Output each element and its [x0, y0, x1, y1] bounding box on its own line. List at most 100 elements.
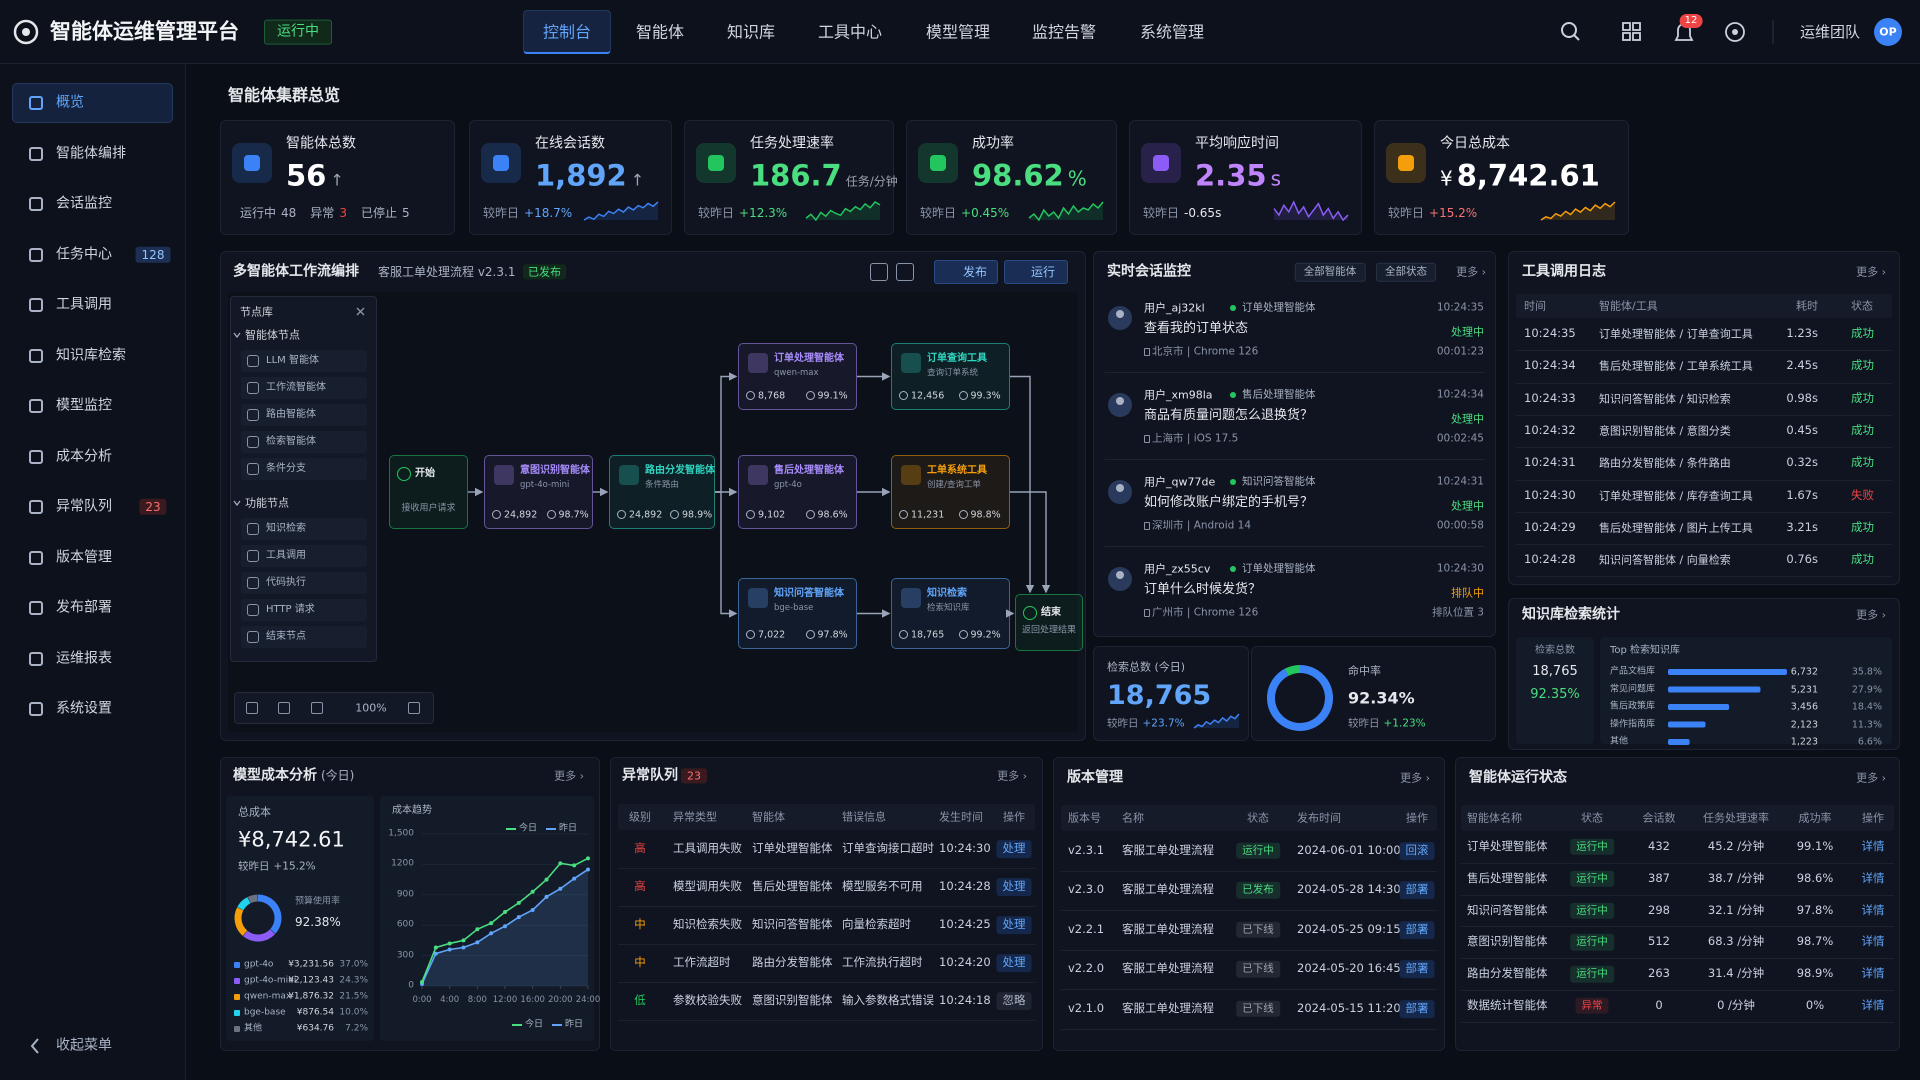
more-link[interactable]: 更多 ›	[1456, 265, 1486, 279]
workflow-node[interactable]	[891, 455, 1010, 529]
sidebar-item[interactable]: 会话监控	[56, 195, 112, 212]
sidebar-item[interactable]: 概览	[56, 94, 84, 111]
nav-item[interactable]: 工具中心	[817, 22, 883, 42]
nav-item[interactable]: 智能体	[635, 22, 685, 42]
sidebar-item[interactable]: 工具调用	[56, 296, 112, 313]
sidebar-item[interactable]: 知识库检索	[56, 347, 126, 364]
sidebar-item[interactable]: 版本管理	[56, 549, 112, 566]
workflow-node[interactable]	[738, 578, 857, 649]
node-icon	[748, 588, 768, 608]
node-subtitle: gpt-4o	[774, 479, 802, 490]
workflow-node[interactable]	[738, 455, 857, 529]
column-header: 状态	[1581, 811, 1603, 825]
nav-item[interactable]: 模型管理	[925, 22, 991, 42]
action-button[interactable]: 处理	[996, 916, 1032, 934]
workflow-node[interactable]	[738, 343, 857, 410]
sidebar-item[interactable]: 发布部署	[56, 599, 112, 616]
action-button[interactable]: 部署	[1399, 960, 1435, 979]
library-item[interactable]	[241, 404, 367, 426]
library-item[interactable]	[241, 377, 367, 399]
sidebar-item[interactable]: 系统设置	[56, 700, 112, 717]
workflow-node[interactable]	[389, 455, 468, 529]
sidebar-item[interactable]: 任务中心	[56, 246, 112, 263]
node-rate: 99.1%	[817, 390, 848, 402]
nav-item[interactable]: 知识库	[726, 22, 776, 42]
action-button[interactable]: 处理	[996, 878, 1032, 896]
action-button[interactable]: 部署	[1399, 881, 1435, 900]
table-cell: 2024-05-25 09:15	[1297, 921, 1401, 936]
workflow-node[interactable]	[891, 343, 1010, 410]
detail-link[interactable]: 详情	[1861, 838, 1885, 853]
library-item[interactable]	[241, 626, 367, 648]
tool-button[interactable]	[870, 263, 888, 281]
library-item[interactable]	[241, 599, 367, 621]
collapse-menu[interactable]: 收起菜单	[56, 1037, 112, 1054]
node-subtitle: qwen-max	[774, 367, 819, 378]
library-item[interactable]	[241, 458, 367, 480]
nav-active[interactable]	[523, 10, 611, 54]
library-item[interactable]	[241, 350, 367, 372]
node-icon	[901, 588, 921, 608]
run-button[interactable]	[1004, 260, 1068, 284]
zoom-tool[interactable]	[311, 702, 323, 714]
column-header: 智能体/工具	[1599, 299, 1658, 313]
avatar[interactable]	[1874, 18, 1902, 46]
table-cell: 成功	[1851, 455, 1874, 470]
table-cell: 客服工单处理流程	[1122, 842, 1214, 857]
filter-dropdown[interactable]: 全部状态	[1376, 262, 1436, 282]
zoom-tool[interactable]	[246, 702, 258, 714]
kpi-value-text: 8,742.61	[1456, 158, 1600, 193]
panel-title: 知识库检索统计	[1522, 606, 1620, 623]
more-link[interactable]: 更多 ›	[554, 769, 584, 783]
library-item[interactable]	[241, 518, 367, 540]
node-icon	[748, 465, 768, 485]
session-agent: 知识问答智能体	[1242, 475, 1316, 488]
table-cell: 2024-05-20 16:45	[1297, 961, 1401, 976]
library-item[interactable]	[241, 572, 367, 594]
more-link[interactable]: 更多 ›	[997, 769, 1027, 783]
team-name[interactable]: 运维团队	[1800, 23, 1861, 41]
publish-button[interactable]	[934, 260, 998, 284]
nav-item[interactable]: 控制台	[542, 22, 592, 42]
kpi-icon-glyph	[708, 155, 724, 171]
brand: 智能体运维管理平台	[50, 19, 239, 44]
filter-dropdown[interactable]: 全部智能体	[1294, 262, 1366, 282]
sidebar-item[interactable]: 异常队列	[56, 498, 112, 515]
more-link[interactable]: 更多 ›	[1856, 265, 1886, 279]
detail-link[interactable]: 详情	[1861, 966, 1885, 981]
sidebar-item[interactable]: 成本分析	[56, 448, 112, 465]
library-item[interactable]	[241, 545, 367, 567]
more-link[interactable]: 更多 ›	[1856, 771, 1886, 785]
column-header: 状态	[1247, 811, 1269, 825]
action-button[interactable]: 回滚	[1399, 841, 1435, 860]
action-button[interactable]: 部署	[1399, 999, 1435, 1018]
action-button[interactable]: 部署	[1399, 920, 1435, 939]
nav-item[interactable]: 监控告警	[1031, 22, 1097, 42]
library-item[interactable]	[241, 431, 367, 453]
action-button[interactable]: 忽略	[996, 992, 1032, 1010]
action-button[interactable]: 处理	[996, 840, 1032, 858]
sidebar-item[interactable]: 运维报表	[56, 650, 112, 667]
detail-link[interactable]: 详情	[1861, 902, 1885, 917]
session-location: 上海市 | iOS 17.5	[1152, 432, 1239, 445]
detail-link[interactable]: 详情	[1861, 997, 1885, 1012]
action-button[interactable]: 处理	[996, 954, 1032, 972]
nav-item[interactable]: 系统管理	[1139, 22, 1205, 42]
workflow-node[interactable]	[484, 455, 593, 529]
bar-label: 操作指南库	[1610, 719, 1656, 730]
row-separator	[1516, 544, 1892, 546]
workflow-node[interactable]	[609, 455, 715, 529]
sidebar-item[interactable]: 模型监控	[56, 397, 112, 414]
sidebar-active[interactable]	[12, 83, 173, 123]
detail-link[interactable]: 详情	[1861, 934, 1885, 949]
row-separator	[1516, 576, 1892, 578]
zoom-tool[interactable]	[278, 702, 290, 714]
zoom-tool[interactable]	[408, 702, 420, 714]
workflow-node[interactable]	[1015, 594, 1083, 651]
detail-link[interactable]: 详情	[1861, 870, 1885, 885]
tool-button[interactable]	[896, 263, 914, 281]
sidebar-item[interactable]: 智能体编排	[56, 145, 126, 162]
legend-label: qwen-max	[244, 991, 292, 1002]
more-link[interactable]: 更多 ›	[1856, 608, 1886, 622]
more-link[interactable]: 更多 ›	[1400, 771, 1430, 785]
